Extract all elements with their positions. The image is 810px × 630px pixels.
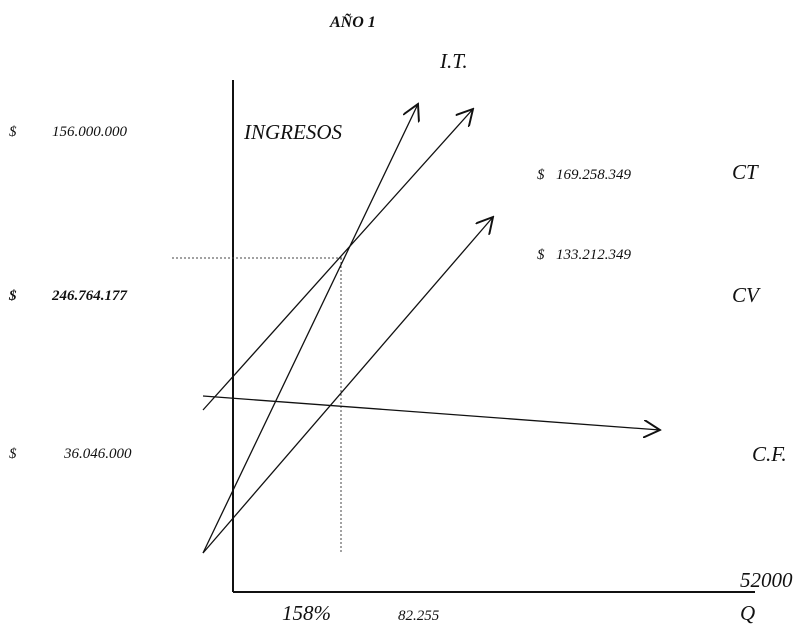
- left-value-1-currency: $: [9, 124, 17, 140]
- left-value-2-currency: $: [9, 288, 17, 304]
- cv-label: CV: [732, 283, 759, 307]
- left-value-2-amount: 246.764.177: [52, 288, 127, 304]
- x-axis-end-value: 52000: [740, 568, 793, 592]
- cf-line: [202, 395, 660, 430]
- cv-line: [202, 217, 493, 554]
- break-even-percent-label: 158%: [282, 601, 331, 625]
- it-line: [202, 104, 418, 554]
- right-value-1-currency: $: [537, 167, 545, 183]
- left-value-3-currency: $: [9, 446, 17, 462]
- right-value-2-currency: $: [537, 247, 545, 263]
- left-value-3-amount: 36.046.000: [64, 446, 132, 462]
- break-even-quantity-label: 82.255: [398, 608, 440, 624]
- y-axis-label: INGRESOS: [244, 120, 342, 144]
- x-axis-label: Q: [740, 601, 756, 625]
- right-value-1-amount: 169.258.349: [556, 167, 631, 183]
- ct-label: CT: [732, 160, 758, 184]
- left-value-1-amount: 156.000.000: [52, 124, 127, 140]
- chart-title: AÑO 1: [330, 14, 376, 31]
- it-label: I.T.: [440, 49, 468, 73]
- right-value-2-amount: 133.212.349: [556, 247, 631, 263]
- ct-line: [202, 109, 473, 411]
- cf-label: C.F.: [752, 442, 787, 466]
